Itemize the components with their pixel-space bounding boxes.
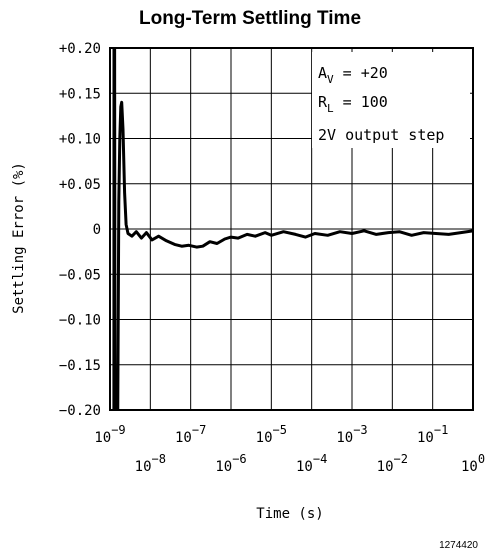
annotation-line: AV = +20	[318, 64, 388, 86]
x-tick-label: 10−5	[256, 423, 287, 446]
x-tick-base: 10	[215, 459, 232, 475]
x-tick-label: 10−7	[175, 423, 206, 446]
x-tick-exponent: 0	[478, 452, 485, 466]
annotation-symbol: 2V output step	[318, 126, 444, 144]
x-tick-exponent: −1	[434, 423, 448, 437]
x-tick-exponent: −7	[192, 423, 206, 437]
x-tick-base: 10	[175, 430, 192, 446]
x-tick-label: 10−2	[377, 452, 408, 475]
x-tick-exponent: −4	[313, 452, 327, 466]
figure-number: 1274420	[439, 540, 478, 551]
x-tick-base: 10	[336, 430, 353, 446]
annotation-subscript: L	[327, 102, 334, 115]
series-line	[112, 48, 473, 410]
x-tick-base: 10	[94, 430, 111, 446]
x-tick-base: 10	[377, 459, 394, 475]
x-tick-label: 10−1	[417, 423, 448, 446]
y-tick-label: −0.20	[59, 403, 101, 419]
series-layer	[112, 48, 473, 410]
x-tick-exponent: −5	[273, 423, 287, 437]
x-tick-label: 10−6	[215, 452, 246, 475]
x-tick-label: 100	[461, 452, 485, 475]
x-tick-exponent: −9	[111, 423, 125, 437]
x-axis-label: Time (s)	[256, 506, 323, 522]
x-tick-exponent: −8	[152, 452, 166, 466]
y-tick-label: +0.20	[59, 41, 101, 57]
y-axis-label: Settling Error (%)	[11, 162, 27, 314]
x-tick-exponent: −6	[232, 452, 246, 466]
annotation-line: 2V output step	[318, 126, 444, 144]
x-tick-exponent: −2	[394, 452, 408, 466]
y-tick-label: +0.15	[59, 86, 101, 102]
annotation-background	[312, 52, 470, 148]
x-tick-label: 10−3	[336, 423, 367, 446]
x-tick-label: 10−4	[296, 452, 327, 475]
y-tick-label: +0.05	[59, 177, 101, 193]
annotation-value: = 100	[334, 93, 388, 111]
x-tick-base: 10	[461, 459, 478, 475]
x-tick-base: 10	[296, 459, 313, 475]
x-tick-exponent: −3	[353, 423, 367, 437]
annotation-box: AV = +20 RL = 100 2V output step	[312, 52, 470, 148]
annotation-subscript: V	[327, 73, 334, 86]
y-tick-label: −0.15	[59, 358, 101, 374]
annotation-symbol: A	[318, 64, 327, 82]
y-tick-label: −0.05	[59, 267, 101, 283]
annotation-value: = +20	[334, 64, 388, 82]
plot-area	[109, 47, 474, 411]
plot-frame	[109, 47, 474, 411]
x-tick-label: 10−9	[94, 423, 125, 446]
y-tick-labels: +0.20 +0.15 +0.10 +0.05 0 −0.05 −0.10 −0.15 −0.2…	[59, 41, 101, 419]
x-tick-base: 10	[417, 430, 434, 446]
chart-title: Long-Term Settling Time	[139, 8, 361, 29]
annotation-symbol: R	[318, 93, 328, 111]
x-tick-base: 10	[256, 430, 273, 446]
x-tick-base: 10	[135, 459, 152, 475]
annotation-line: RL = 100	[318, 93, 388, 115]
y-tick-label: 0	[93, 222, 101, 238]
y-tick-label: +0.10	[59, 132, 101, 148]
x-tick-label: 10−8	[135, 452, 166, 475]
y-tick-label: −0.10	[59, 313, 101, 329]
